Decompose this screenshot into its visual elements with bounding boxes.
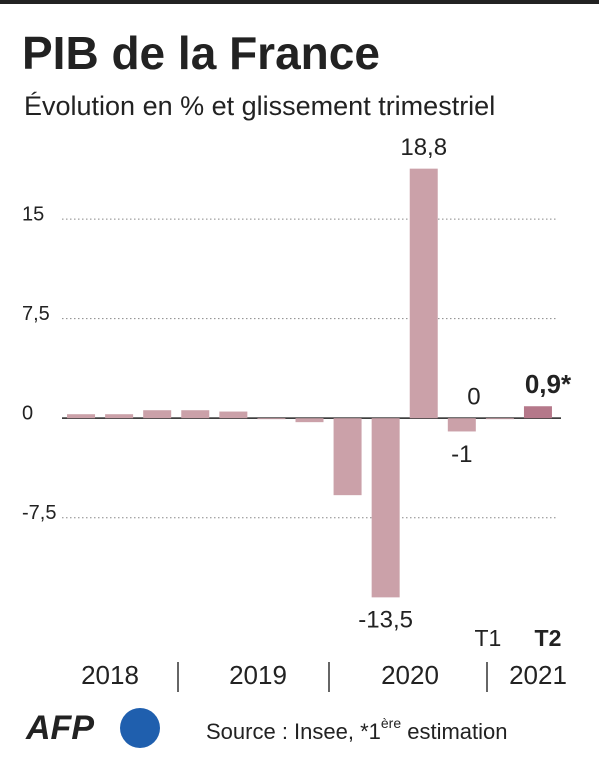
bar <box>143 410 172 419</box>
bar <box>67 414 96 419</box>
bar <box>447 418 476 432</box>
bar <box>485 418 514 420</box>
y-tick-label: 7,5 <box>22 303 50 325</box>
y-tick-label: 15 <box>22 203 44 225</box>
bar <box>409 168 438 419</box>
x-tick-label: T1 <box>474 625 501 651</box>
logo-dot <box>120 708 160 748</box>
bar <box>523 406 552 419</box>
bar <box>181 410 210 419</box>
year-label: 2019 <box>229 660 287 690</box>
value-label: 18,8 <box>400 134 447 161</box>
bar <box>295 418 324 423</box>
chart-title: PIB de la France <box>22 27 380 79</box>
value-label: 0,9* <box>525 369 572 399</box>
bar <box>257 418 286 420</box>
bar <box>333 418 362 496</box>
bar <box>105 414 134 419</box>
bar <box>371 418 400 598</box>
source-text: Source : Insee, *1 <box>206 719 381 744</box>
y-tick-label: -7,5 <box>22 502 56 524</box>
year-label: 2020 <box>381 660 439 690</box>
x-tick-label: T2 <box>535 625 562 651</box>
source-end: estimation <box>401 719 507 744</box>
top-rule <box>0 0 599 4</box>
source: Source : Insee, *1ère estimation <box>206 715 508 744</box>
value-label: -1 <box>451 441 472 468</box>
source-sup: ère <box>381 715 401 731</box>
logo: AFP <box>25 709 94 747</box>
value-label: 0 <box>467 384 480 411</box>
chart-subtitle: Évolution en % et glissement trimestriel <box>24 91 495 121</box>
year-label: 2021 <box>509 660 567 690</box>
y-tick-label: 0 <box>22 402 33 424</box>
year-label: 2018 <box>81 660 139 690</box>
bar <box>219 411 248 419</box>
value-label: -13,5 <box>358 607 413 634</box>
